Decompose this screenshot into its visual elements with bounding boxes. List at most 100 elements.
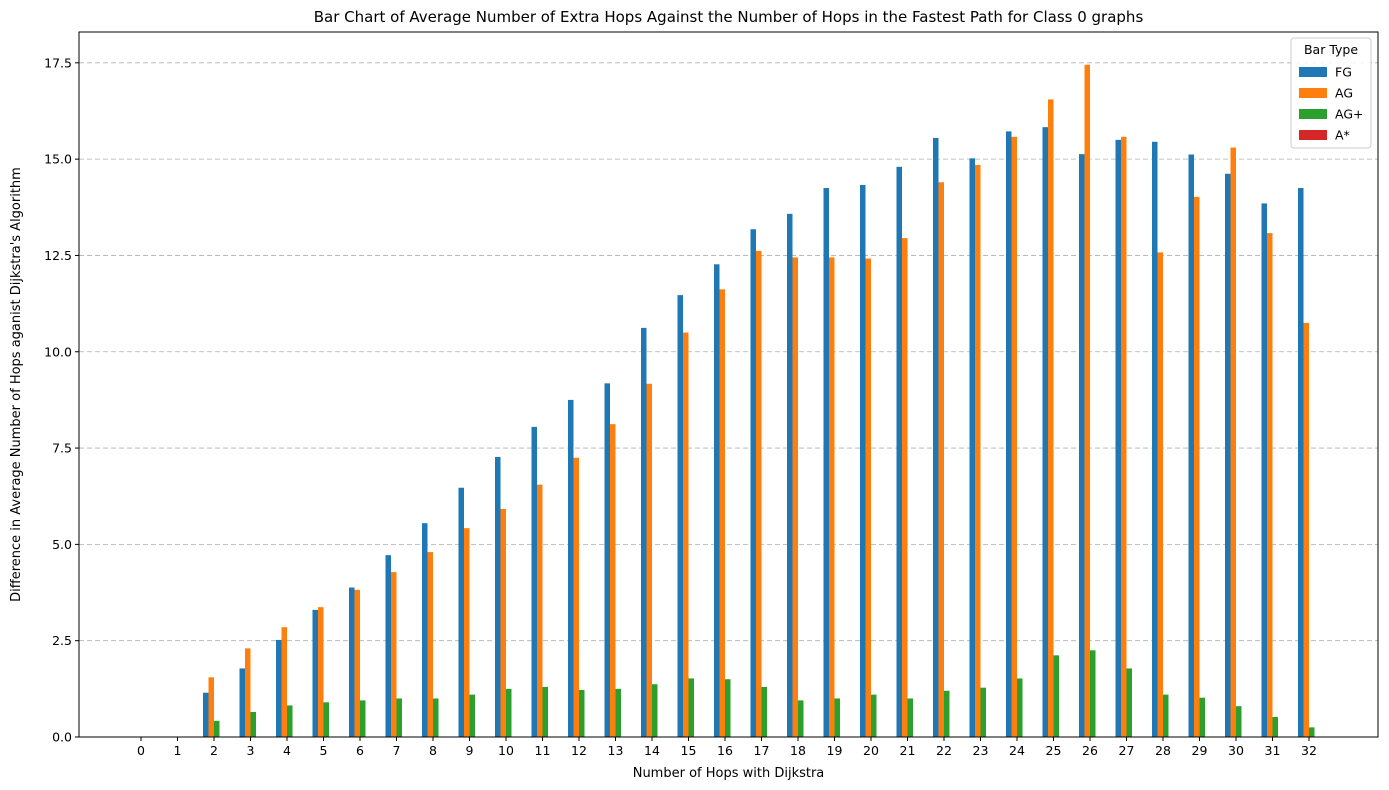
chart-title: Bar Chart of Average Number of Extra Hop… xyxy=(314,8,1144,26)
y-tick-label: 0.0 xyxy=(52,730,72,745)
bar-fg-5 xyxy=(312,609,318,737)
bar-ag--27 xyxy=(1126,668,1132,737)
bar-ag--11 xyxy=(542,686,548,737)
bar-ag-26 xyxy=(1084,64,1090,737)
bar-ag--13 xyxy=(615,688,621,737)
bar-fg-29 xyxy=(1188,154,1194,738)
legend-label-fg: FG xyxy=(1335,65,1352,80)
bar-fg-20 xyxy=(860,184,866,737)
bar-fg-7 xyxy=(385,555,391,737)
bar-ag--10 xyxy=(506,688,512,737)
y-tick-label: 12.5 xyxy=(44,248,72,263)
bar-ag--2 xyxy=(214,720,220,737)
bar-ag--21 xyxy=(907,698,913,737)
x-tick-label: 20 xyxy=(863,743,879,758)
bar-fg-22 xyxy=(933,137,939,737)
bar-fg-28 xyxy=(1152,141,1158,738)
bar-ag-19 xyxy=(829,257,835,737)
bar-ag-31 xyxy=(1267,233,1273,737)
legend-label-ag: AG xyxy=(1335,86,1353,101)
x-tick-label: 9 xyxy=(466,743,474,758)
bar-ag-9 xyxy=(464,528,470,737)
x-tick-label: 14 xyxy=(644,743,660,758)
y-ticks: 0.0 2.5 5.0 7.5 10.0 12.5 15.0 17.5 xyxy=(44,55,79,745)
x-tick-label: 4 xyxy=(283,743,291,758)
bar-ag-29 xyxy=(1194,196,1200,737)
bar-ag-15 xyxy=(683,332,689,737)
bar-ag-20 xyxy=(865,258,871,737)
x-tick-label: 25 xyxy=(1046,743,1062,758)
bar-fg-23 xyxy=(969,158,975,737)
bar-fg-9 xyxy=(458,487,464,737)
x-tick-label: 26 xyxy=(1082,743,1098,758)
bar-fg-31 xyxy=(1261,203,1267,737)
y-axis-label: Difference in Average Number of Hops aga… xyxy=(9,167,24,602)
x-tick-label: 27 xyxy=(1119,743,1135,758)
bar-ag-10 xyxy=(500,508,506,737)
y-tick-label: 5.0 xyxy=(52,537,72,552)
bar-ag--31 xyxy=(1272,716,1278,737)
x-tick-label: 17 xyxy=(754,743,770,758)
bar-fg-32 xyxy=(1298,188,1304,737)
bar-ag-7 xyxy=(391,572,397,737)
legend-swatch-ag xyxy=(1299,88,1327,98)
bar-ag--26 xyxy=(1090,650,1096,737)
legend-box xyxy=(1290,37,1372,149)
bar-fg-10 xyxy=(495,456,501,737)
bar-fg-8 xyxy=(422,523,428,737)
x-tick-label: 23 xyxy=(973,743,989,758)
bar-fg-25 xyxy=(1042,127,1048,737)
x-tick-label: 5 xyxy=(320,743,328,758)
x-tick-label: 12 xyxy=(571,743,587,758)
bar-fg-3 xyxy=(239,668,245,737)
bar-fg-21 xyxy=(896,166,902,737)
grid-lines xyxy=(79,62,1378,738)
bar-ag--23 xyxy=(980,687,986,737)
bar-ag--28 xyxy=(1163,694,1169,737)
legend: Bar Type FG AG AG+ A* xyxy=(1290,37,1372,149)
y-tick-label: 17.5 xyxy=(44,55,72,70)
bar-ag-22 xyxy=(938,182,944,737)
bar-ag--14 xyxy=(652,684,658,737)
bar-fg-18 xyxy=(787,213,793,737)
x-tick-label: 24 xyxy=(1009,743,1025,758)
bar-ag--12 xyxy=(579,690,585,737)
bar-fg-13 xyxy=(604,383,610,737)
x-tick-label: 18 xyxy=(790,743,806,758)
bar-ag-3 xyxy=(245,648,251,737)
x-tick-label: 6 xyxy=(356,743,364,758)
bar-ag--7 xyxy=(396,698,402,737)
bar-ag-21 xyxy=(902,238,908,737)
bar-fg-12 xyxy=(568,399,574,737)
bar-ag--4 xyxy=(287,705,293,737)
bar-ag--30 xyxy=(1236,706,1242,737)
bar-ag-27 xyxy=(1121,136,1127,738)
bar-fg-14 xyxy=(641,327,647,737)
bar-ag--24 xyxy=(1017,678,1023,737)
bar-ag-24 xyxy=(1011,136,1017,738)
bar-ag-5 xyxy=(318,607,324,737)
x-tick-label: 1 xyxy=(174,743,182,758)
bar-fg-24 xyxy=(1006,131,1012,738)
x-tick-label: 10 xyxy=(498,743,514,758)
legend-items: FG AG AG+ A* xyxy=(1299,65,1364,143)
bar-ag-28 xyxy=(1157,252,1163,737)
x-tick-label: 30 xyxy=(1228,743,1244,758)
bar-ag--15 xyxy=(688,678,694,737)
x-tick-label: 2 xyxy=(210,743,218,758)
x-ticks: 0 1 2 3 4 5 6 7 8 9 10 11 12 13 14 15 16 17 18 19 20 21 22 23 24… xyxy=(137,737,1317,758)
bar-fg-27 xyxy=(1115,139,1121,738)
x-tick-label: 3 xyxy=(247,743,255,758)
bar-fg-19 xyxy=(823,188,829,737)
x-tick-label: 13 xyxy=(608,743,624,758)
bar-fg-30 xyxy=(1225,173,1231,737)
bars xyxy=(203,64,1315,738)
bar-ag-14 xyxy=(646,383,652,737)
bar-fg-2 xyxy=(203,692,209,737)
y-tick-label: 2.5 xyxy=(52,633,72,648)
bar-ag--5 xyxy=(323,702,329,737)
legend-title: Bar Type xyxy=(1304,42,1358,57)
y-tick-label: 10.0 xyxy=(44,344,72,359)
